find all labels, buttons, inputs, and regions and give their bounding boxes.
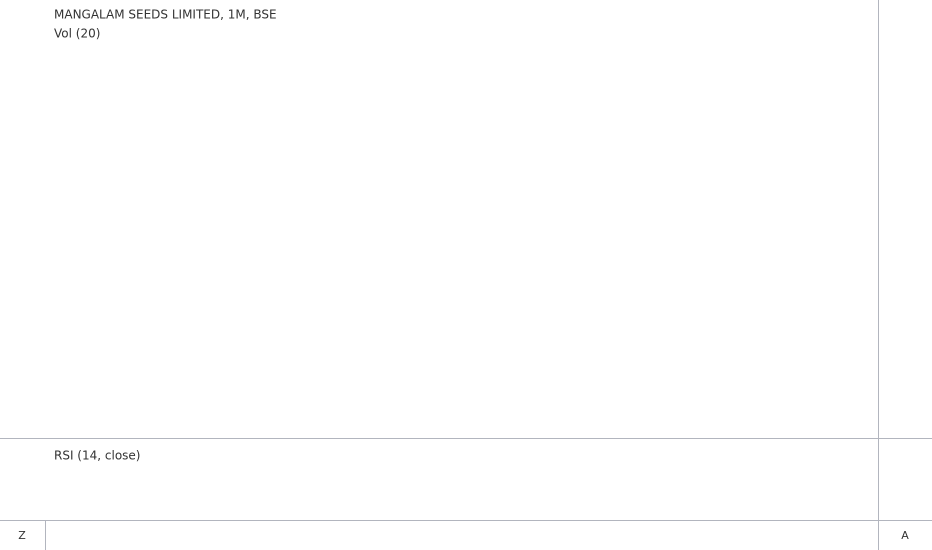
auto-button[interactable]: A bbox=[901, 529, 909, 542]
rsi-title: RSI (14, close) bbox=[54, 449, 140, 463]
log-button[interactable]: Z bbox=[18, 529, 26, 542]
chart-title: MANGALAM SEEDS LIMITED, 1M, BSE bbox=[54, 8, 277, 22]
volume-title: Vol (20) bbox=[54, 27, 100, 41]
